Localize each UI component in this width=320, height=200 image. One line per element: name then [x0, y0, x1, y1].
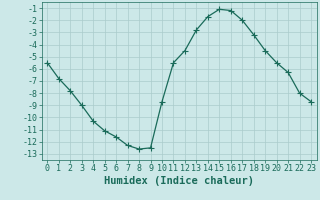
X-axis label: Humidex (Indice chaleur): Humidex (Indice chaleur): [104, 176, 254, 186]
